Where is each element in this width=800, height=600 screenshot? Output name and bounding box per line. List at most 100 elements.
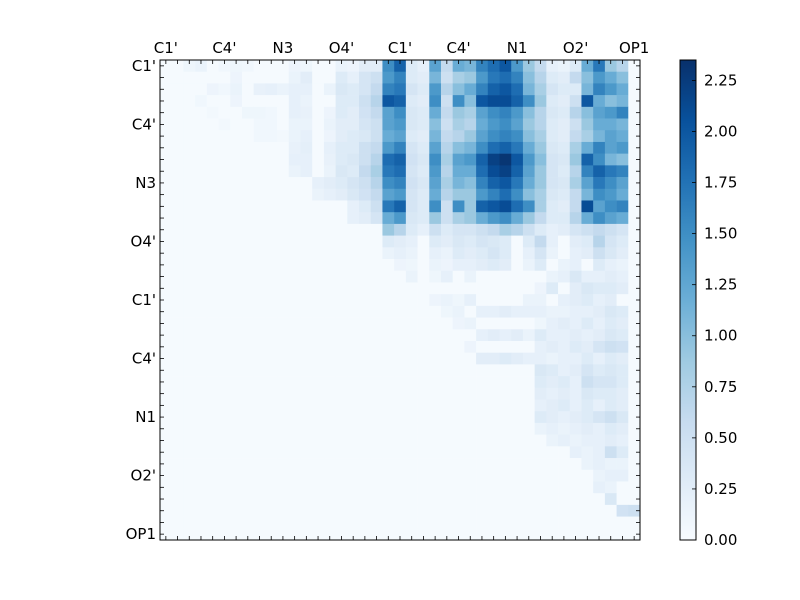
heatmap-cell	[335, 270, 348, 283]
heatmap-cell	[394, 247, 407, 260]
heatmap-cell	[183, 259, 196, 272]
heatmap-cell	[347, 141, 360, 154]
heatmap-cell	[359, 235, 372, 248]
heatmap-cell	[370, 446, 383, 459]
heatmap-cell	[195, 516, 208, 529]
heatmap-cell	[335, 434, 348, 447]
heatmap-cell	[323, 83, 336, 96]
heatmap-cell	[487, 282, 500, 295]
heatmap-cell	[558, 493, 571, 506]
heatmap-cell	[171, 364, 184, 377]
colorbar-ticks	[692, 80, 696, 541]
heatmap-cell	[347, 446, 360, 459]
heatmap-cell	[417, 165, 430, 178]
heatmap-cell	[323, 212, 336, 225]
heatmap-cell	[499, 165, 512, 178]
heatmap-cell	[230, 165, 243, 178]
heatmap-cell	[429, 399, 442, 412]
heatmap-cell	[487, 317, 500, 330]
heatmap-cell	[394, 481, 407, 494]
heatmap-cell	[476, 188, 489, 201]
heatmap-cell	[511, 481, 524, 494]
heatmap-cell	[265, 247, 278, 260]
heatmap-cell	[160, 141, 173, 154]
heatmap-cell	[394, 153, 407, 166]
heatmap-cell	[487, 141, 500, 154]
heatmap-cell	[230, 305, 243, 318]
heatmap-cell	[288, 458, 301, 471]
heatmap-cell	[429, 141, 442, 154]
heatmap-cell	[288, 247, 301, 260]
heatmap-cell	[183, 118, 196, 131]
heatmap-cell	[300, 516, 313, 529]
heatmap-cell	[628, 387, 641, 400]
heatmap-cell	[581, 200, 594, 213]
heatmap-cell	[382, 270, 395, 283]
heatmap-cell	[288, 399, 301, 412]
heatmap-cell	[429, 294, 442, 307]
heatmap-cell	[218, 177, 231, 190]
heatmap-cell	[347, 376, 360, 389]
heatmap-cell	[347, 364, 360, 377]
heatmap-cell	[183, 340, 196, 353]
heatmap-cell	[604, 71, 617, 84]
heatmap-cell	[288, 352, 301, 365]
heatmap-cell	[464, 95, 477, 108]
heatmap-cell	[370, 516, 383, 529]
heatmap-cell	[476, 528, 489, 541]
heatmap-cell	[487, 376, 500, 389]
heatmap-cell	[429, 282, 442, 295]
heatmap-cell	[323, 188, 336, 201]
heatmap-cell	[405, 305, 418, 318]
heatmap-cell	[546, 469, 559, 482]
heatmap-cell	[452, 399, 465, 412]
heatmap-cell	[183, 212, 196, 225]
heatmap-cell	[593, 434, 606, 447]
heatmap-cell	[487, 165, 500, 178]
heatmap-cell	[405, 60, 418, 73]
heatmap-cell	[511, 411, 524, 424]
heatmap-cell	[581, 340, 594, 353]
heatmap-cell	[464, 83, 477, 96]
heatmap-cell	[195, 294, 208, 307]
heatmap-cell	[171, 200, 184, 213]
heatmap-cell	[230, 340, 243, 353]
heatmap-cell	[218, 259, 231, 272]
heatmap-cell	[440, 352, 453, 365]
heatmap-cell	[288, 95, 301, 108]
heatmap-cell	[511, 352, 524, 365]
heatmap-cell	[160, 247, 173, 260]
heatmap-cell	[160, 71, 173, 84]
heatmap-cell	[277, 95, 290, 108]
heatmap-cell	[440, 188, 453, 201]
heatmap-cell	[206, 493, 219, 506]
heatmap-cell	[323, 270, 336, 283]
heatmap-cell	[511, 71, 524, 84]
heatmap-cell	[370, 399, 383, 412]
heatmap-cell	[487, 399, 500, 412]
heatmap-cell	[616, 153, 629, 166]
heatmap-cell	[476, 481, 489, 494]
heatmap-cell	[440, 177, 453, 190]
heatmap-cell	[464, 141, 477, 154]
heatmap-cell	[394, 141, 407, 154]
heatmap-cell	[440, 376, 453, 389]
heatmap-cell	[265, 305, 278, 318]
heatmap-cell	[534, 434, 547, 447]
heatmap-cell	[593, 282, 606, 295]
heatmap-cell	[522, 329, 535, 342]
heatmap-cell	[417, 282, 430, 295]
heatmap-cell	[522, 399, 535, 412]
heatmap-cell	[417, 329, 430, 342]
heatmap-cell	[265, 294, 278, 307]
heatmap-cell	[628, 528, 641, 541]
heatmap-cell	[241, 481, 254, 494]
heatmap-cell	[265, 153, 278, 166]
heatmap-cell	[604, 516, 617, 529]
heatmap-cell	[382, 259, 395, 272]
heatmap-cell	[429, 317, 442, 330]
heatmap-cell	[241, 153, 254, 166]
heatmap-cell	[464, 352, 477, 365]
heatmap-cell	[218, 458, 231, 471]
heatmap-cell	[171, 60, 184, 73]
